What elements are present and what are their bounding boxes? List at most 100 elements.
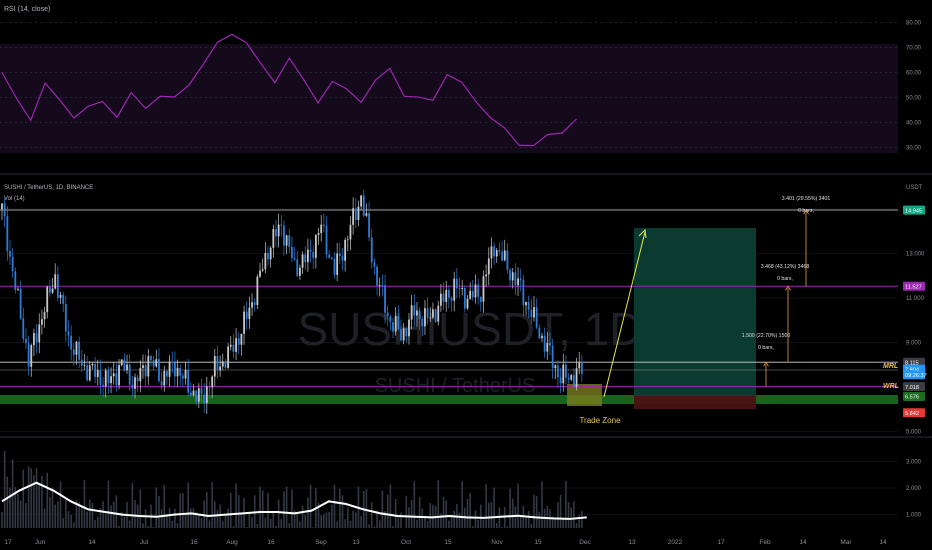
candle-body xyxy=(155,359,158,367)
candle-body xyxy=(565,364,567,378)
candle-body xyxy=(248,307,251,319)
candle-body xyxy=(288,235,291,247)
candle-body xyxy=(432,309,434,318)
target-zone[interactable] xyxy=(634,228,756,396)
volume-bar xyxy=(261,490,264,528)
volume-bar xyxy=(240,513,243,528)
candle-body xyxy=(126,364,128,371)
volume-bar xyxy=(365,489,368,528)
volume-bar xyxy=(317,502,320,528)
candle-body xyxy=(557,365,559,378)
projection-arrow[interactable] xyxy=(603,231,646,398)
candle-body xyxy=(368,213,370,238)
volume-bar xyxy=(293,510,296,528)
volume-bar xyxy=(73,522,75,528)
volume-bar xyxy=(190,508,192,528)
volume-bar xyxy=(381,490,384,528)
rsi-panel[interactable]: RSI (14, close) 80.00 70.00 60.00 50.00 40.0… xyxy=(0,6,922,153)
volume-bar xyxy=(474,510,477,528)
target-annotation-value: 1.500 (22.70%) 1500 xyxy=(742,333,791,339)
time-tick-label: 14 xyxy=(879,539,887,546)
mrl-label: MRL xyxy=(883,363,898,370)
candle-body xyxy=(522,280,525,306)
candle-body xyxy=(86,365,89,381)
candle-body xyxy=(11,256,14,272)
volume-bar xyxy=(565,481,567,528)
volume-bar xyxy=(461,481,463,528)
time-tick-label: Jul xyxy=(140,539,149,546)
volume-bar xyxy=(3,450,6,528)
candle-body xyxy=(328,254,331,258)
price-panel[interactable]: SUSHIUSDT, 1D SUSHI / TetherUS Trade Zon… xyxy=(0,185,927,436)
volume-panel[interactable]: 3.000 2.000 1.000 xyxy=(0,450,922,528)
candle-body xyxy=(530,309,533,318)
volume-bar xyxy=(195,512,197,528)
candle-body xyxy=(501,251,503,261)
candle-body xyxy=(240,333,243,345)
volume-bar xyxy=(440,513,442,528)
time-axis[interactable]: 17 Jun 14 Jul 16 Aug 16 Sep 13 Oct 15 Nov 15 Dec 13 202… xyxy=(4,539,887,546)
candle-body xyxy=(115,373,118,386)
volume-bar xyxy=(22,469,25,528)
target-arrowhead xyxy=(763,361,769,367)
volume-bar xyxy=(339,488,341,528)
volume-bar xyxy=(538,511,541,528)
volume-bar xyxy=(219,504,221,528)
volume-bar xyxy=(248,512,251,528)
candle-body xyxy=(62,294,65,304)
volume-grid xyxy=(0,460,898,516)
volume-bar xyxy=(152,527,155,528)
candle-body xyxy=(229,344,232,347)
candle-body xyxy=(479,296,482,302)
time-tick-label: 2022 xyxy=(668,539,683,546)
candle-body xyxy=(48,286,51,293)
volume-bar xyxy=(224,514,227,528)
candle-body xyxy=(506,250,509,270)
candle-body xyxy=(535,307,538,328)
volume-bar xyxy=(41,475,43,528)
candle-body xyxy=(243,311,245,334)
volume-bar xyxy=(54,504,56,528)
volume-bar xyxy=(562,517,565,528)
candle-body xyxy=(469,291,472,299)
candle-body xyxy=(283,225,285,246)
candle-body xyxy=(25,338,27,344)
volume-bar xyxy=(437,480,440,528)
time-tick-label: 15 xyxy=(444,539,452,546)
candle-body xyxy=(192,390,195,396)
volume-bar xyxy=(30,468,33,528)
target-annotation-bars: 0 bars, xyxy=(798,208,814,214)
candle-body xyxy=(344,239,347,261)
volume-bar xyxy=(17,493,19,528)
volume-bar xyxy=(525,517,527,528)
candle-body xyxy=(392,322,394,332)
candle-body xyxy=(445,290,448,302)
axis-unit: USDT xyxy=(906,185,923,191)
volume-bar xyxy=(57,501,59,528)
candle-body xyxy=(551,345,554,369)
stop-zone[interactable] xyxy=(634,396,756,409)
target-arrowhead xyxy=(803,209,809,215)
trade-zone-box[interactable] xyxy=(567,384,602,406)
volume-bar xyxy=(400,512,402,528)
volume-bar xyxy=(416,519,418,528)
volume-bar xyxy=(370,502,373,528)
volume-bar xyxy=(269,518,272,528)
candle-body xyxy=(227,346,229,368)
candle-body xyxy=(381,285,384,286)
volume-bar xyxy=(78,502,80,528)
volume-bar xyxy=(88,499,91,528)
candle-body xyxy=(487,258,490,275)
volume-bar xyxy=(67,511,70,528)
candle-body xyxy=(418,310,421,320)
candle-body xyxy=(408,319,410,337)
volume-bar xyxy=(203,500,205,528)
price-tick-label: 5.000 xyxy=(906,430,922,436)
volume-bar xyxy=(506,526,509,528)
volume-bar xyxy=(487,502,490,528)
volume-bar xyxy=(6,476,9,528)
candle-body xyxy=(341,255,344,261)
candle-body xyxy=(205,386,208,404)
candle-body xyxy=(142,365,144,368)
